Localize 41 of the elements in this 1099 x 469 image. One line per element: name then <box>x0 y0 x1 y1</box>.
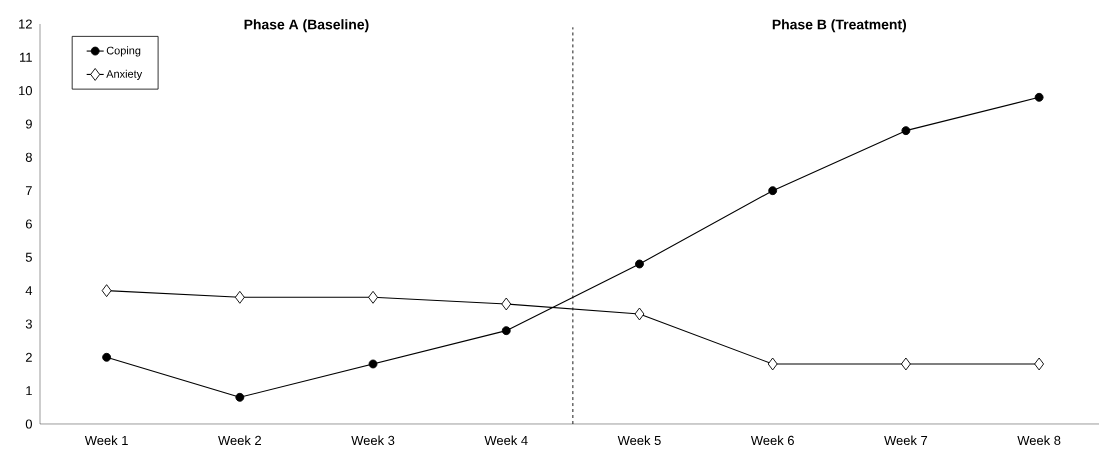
x-tick-label: Week 2 <box>218 435 261 446</box>
x-tick-label: Week 4 <box>484 435 528 446</box>
point <box>368 290 378 304</box>
point <box>1034 357 1045 371</box>
y-tick-label: 9 <box>25 119 32 129</box>
point <box>501 326 511 336</box>
point <box>768 186 778 196</box>
point <box>368 359 378 369</box>
y-tick-label: 8 <box>25 152 32 162</box>
x-tick-label: Week 3 <box>351 435 395 446</box>
y-tick-label: 10 <box>19 86 32 96</box>
point <box>1034 92 1044 102</box>
point <box>900 357 911 371</box>
y-tick-label: 2 <box>25 352 32 362</box>
point <box>635 259 644 269</box>
annotation: Phase B (Treatment) <box>772 19 907 33</box>
y-tick-label: 7 <box>25 186 32 196</box>
legend-label: Anxiety <box>106 69 143 80</box>
x-tick-label: Week 8 <box>1017 435 1061 446</box>
y-tick-label: 5 <box>25 252 32 262</box>
annotation: Phase A (Baseline) <box>244 19 369 33</box>
point <box>101 284 112 298</box>
point <box>102 352 112 362</box>
point <box>501 297 512 311</box>
y-tick-label: 4 <box>25 286 33 296</box>
point <box>901 126 911 136</box>
point <box>234 290 245 304</box>
y-tick-label: 0 <box>25 419 32 429</box>
x-tick-label: Week 1 <box>84 435 128 446</box>
point <box>767 357 778 371</box>
x-tick-label: Week 7 <box>884 435 928 446</box>
x-tick-label: Week 5 <box>617 435 661 446</box>
point <box>235 392 245 402</box>
y-tick-label: 6 <box>25 219 32 229</box>
point <box>634 307 645 321</box>
y-tick-label: 12 <box>19 19 32 29</box>
y-tick-label: 11 <box>20 52 32 62</box>
legend-label: Coping <box>106 46 141 57</box>
y-tick-label: 3 <box>25 319 32 329</box>
x-tick-label: Week 6 <box>750 435 794 446</box>
y-tick-label: 1 <box>26 386 32 396</box>
